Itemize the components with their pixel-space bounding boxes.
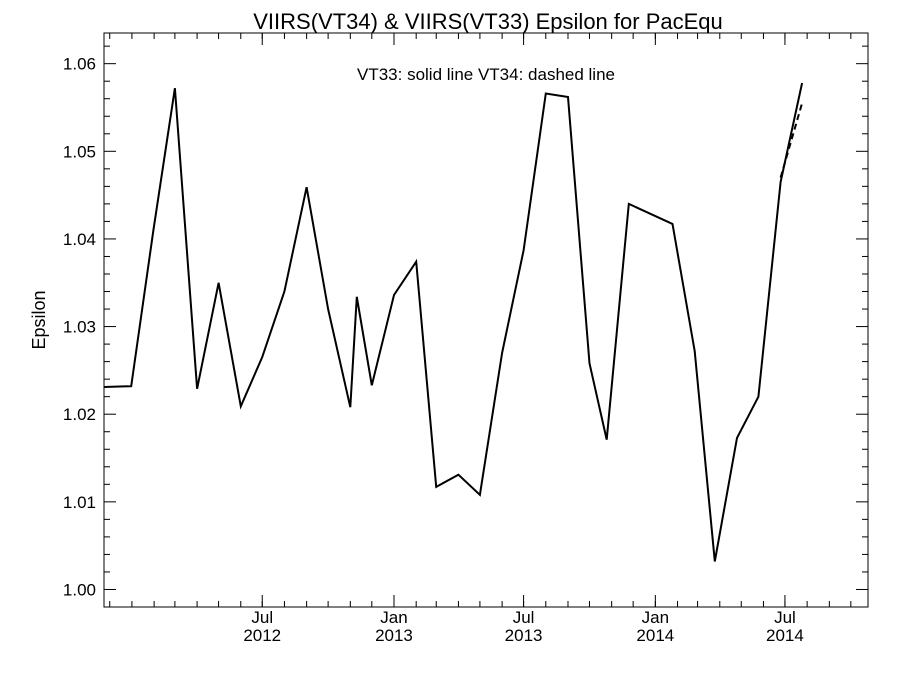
y-tick-label: 1.05 — [63, 142, 96, 161]
x-tick-month-label: Jul — [251, 608, 273, 627]
chart-title: VIIRS(VT34) & VIIRS(VT33) Epsilon for Pa… — [253, 9, 723, 34]
y-tick-label: 1.06 — [63, 55, 96, 74]
x-tick-year-label: 2012 — [243, 626, 281, 645]
x-tick-year-label: 2014 — [766, 626, 804, 645]
plot-frame — [103, 32, 869, 608]
series-line-vt34 — [779, 102, 804, 178]
x-tick-year-label: 2013 — [505, 626, 543, 645]
series-line-vt33 — [103, 82, 804, 562]
series-style-annotation: VT33: solid line VT34: dashed line — [357, 65, 615, 84]
y-tick-label: 1.04 — [63, 230, 96, 249]
y-axis-title: Epsilon — [29, 290, 49, 349]
x-tick-month-label: Jul — [513, 608, 535, 627]
x-tick-year-label: 2013 — [375, 626, 413, 645]
y-tick-label: 1.01 — [63, 493, 96, 512]
x-tick-month-label: Jul — [774, 608, 796, 627]
x-tick-month-label: Jan — [642, 608, 669, 627]
series-lines — [103, 82, 804, 562]
x-tick-month-label: Jan — [380, 608, 407, 627]
x-tick-year-label: 2014 — [636, 626, 674, 645]
axis-ticks: 1.001.011.021.031.041.051.06Jul2012Jan20… — [63, 33, 868, 645]
y-tick-label: 1.00 — [63, 580, 96, 599]
y-tick-label: 1.02 — [63, 405, 96, 424]
y-tick-label: 1.03 — [63, 318, 96, 337]
